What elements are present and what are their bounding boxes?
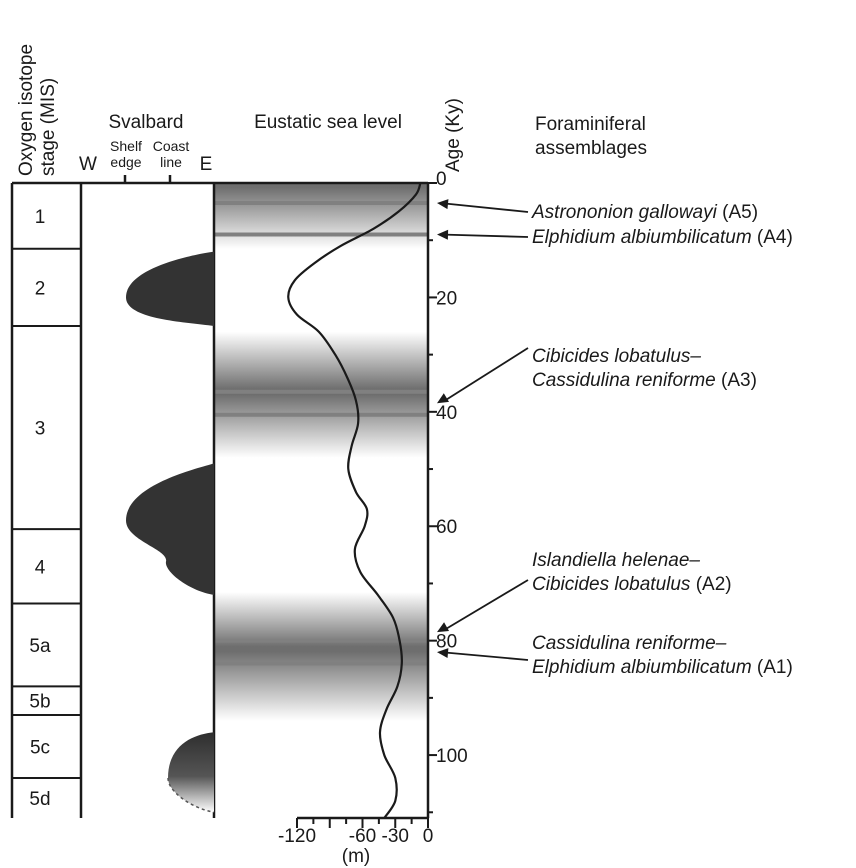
assemblage-code: (A4) — [752, 227, 793, 248]
assemblage-label-a2-line2: Cibicides lobatulus (A2) — [532, 574, 732, 595]
svalbard-header: Svalbard — [109, 112, 184, 133]
west-label: W — [79, 154, 97, 175]
assemblage-arrow — [437, 347, 529, 404]
mis-header: Oxygen isotope stage (MIS) — [16, 44, 59, 176]
age-axis-title: Age (Ky) — [443, 98, 464, 172]
arrow-shaft — [444, 347, 529, 402]
age-tick-label: 20 — [436, 288, 457, 309]
arrow-head — [437, 393, 449, 404]
assemblage-arrow — [437, 579, 529, 633]
assemblage-label-a2-line1: Islandiella helenae– — [532, 550, 700, 571]
arrow-shaft — [444, 233, 529, 238]
sea-level-tick-label: -60 — [349, 826, 376, 847]
ice-extent-lobe — [126, 463, 214, 595]
assemblage-code: (A1) — [752, 657, 793, 678]
stage-label: 1 — [35, 207, 46, 228]
species-name: Cassidulina reniforme — [532, 370, 716, 391]
ice-extent-lobe — [168, 732, 214, 813]
assemblage-arrow — [437, 199, 529, 213]
sea-level-axis: -120 -60 -30 0 — [278, 816, 434, 847]
age-tick-label: 60 — [436, 517, 457, 538]
arrow-head — [437, 648, 449, 659]
sea-level-line — [287, 182, 422, 819]
foram-header-line2: assemblages — [535, 138, 647, 159]
frame — [10, 175, 428, 818]
mis-stages: 1 2 3 4 5a 5b 5c 5d — [12, 207, 81, 810]
assemblage-label-a1-line1: Cassidulina reniforme– — [532, 633, 727, 654]
assemblage-code: (A5) — [717, 202, 758, 223]
assemblage-labels: Astrononion gallowayi (A5) Elphidium albi… — [437, 199, 793, 678]
stage-label: 5a — [29, 636, 51, 657]
species-name: Cassidulina reniforme– — [532, 633, 727, 654]
assemblage-code: (A2) — [690, 574, 731, 595]
mis-header-line2: stage (MIS) — [38, 78, 59, 176]
age-tick-label: 80 — [436, 632, 457, 653]
stage-label: 5b — [29, 692, 50, 713]
stage-label: 4 — [35, 557, 46, 578]
arrow-head — [437, 199, 449, 210]
sea-level-tick-label: 0 — [423, 826, 434, 847]
sea-level-curve — [287, 182, 422, 819]
arrow-shaft — [444, 202, 529, 213]
mis-header-line1: Oxygen isotope — [16, 44, 37, 176]
assemblage-code: (A3) — [716, 370, 757, 391]
arrow-head — [437, 622, 450, 633]
assemblage-label-a4: Elphidium albiumbilicatum (A4) — [532, 227, 793, 248]
shading-band — [214, 183, 428, 249]
shelf-edge-label-line1: Shelf — [110, 138, 142, 154]
sea-level-tick-label: -120 — [278, 826, 316, 847]
stage-label: 2 — [35, 278, 46, 299]
age-tick-label: 0 — [436, 169, 447, 190]
species-name: Cibicides lobatulus– — [532, 346, 701, 367]
stage-label: 5d — [29, 789, 50, 810]
sea-level-bands — [214, 183, 428, 721]
species-name: Elphidium albiumbilicatum — [532, 227, 752, 248]
shading-band — [214, 331, 428, 458]
assemblage-arrow — [437, 229, 529, 240]
assemblage-label-a5: Astrononion gallowayi (A5) — [531, 202, 758, 223]
assemblage-label-a3-line1: Cibicides lobatulus– — [532, 346, 701, 367]
ice-extent-lobe — [126, 251, 214, 327]
sea-level-tick-label: -30 — [382, 826, 409, 847]
assemblage-arrow — [437, 648, 529, 661]
age-axis: 0 20 40 60 80 100 — [426, 169, 468, 818]
coastline-label-line2: line — [160, 154, 182, 170]
ice-extent — [126, 251, 215, 814]
stage-label: 3 — [35, 419, 46, 440]
species-name: Elphidium albiumbilicatum — [532, 657, 752, 678]
species-name: Cibicides lobatulus — [532, 574, 691, 595]
ice-extent-dashed-edge — [167, 777, 215, 814]
arrow-head — [437, 229, 449, 240]
shelf-edge-label-line2: edge — [110, 154, 141, 170]
age-tick-label: 40 — [436, 403, 457, 424]
foram-header-line1: Foraminiferal — [535, 114, 646, 135]
age-tick-label: 100 — [436, 746, 468, 767]
arrow-shaft — [444, 651, 529, 661]
east-label: E — [200, 154, 213, 175]
sea-level-unit: (m) — [342, 846, 370, 867]
arrow-shaft — [444, 579, 529, 631]
species-name: Astrononion gallowayi — [531, 202, 718, 223]
species-name: Islandiella helenae– — [532, 550, 700, 571]
assemblage-label-a3-line2: Cassidulina reniforme (A3) — [532, 370, 757, 391]
shading-band — [214, 592, 428, 721]
coastline-label-line1: Coast — [153, 138, 190, 154]
assemblage-label-a1-line2: Elphidium albiumbilicatum (A1) — [532, 657, 793, 678]
sea-level-header: Eustatic sea level — [254, 112, 402, 133]
stage-label: 5c — [30, 737, 50, 758]
